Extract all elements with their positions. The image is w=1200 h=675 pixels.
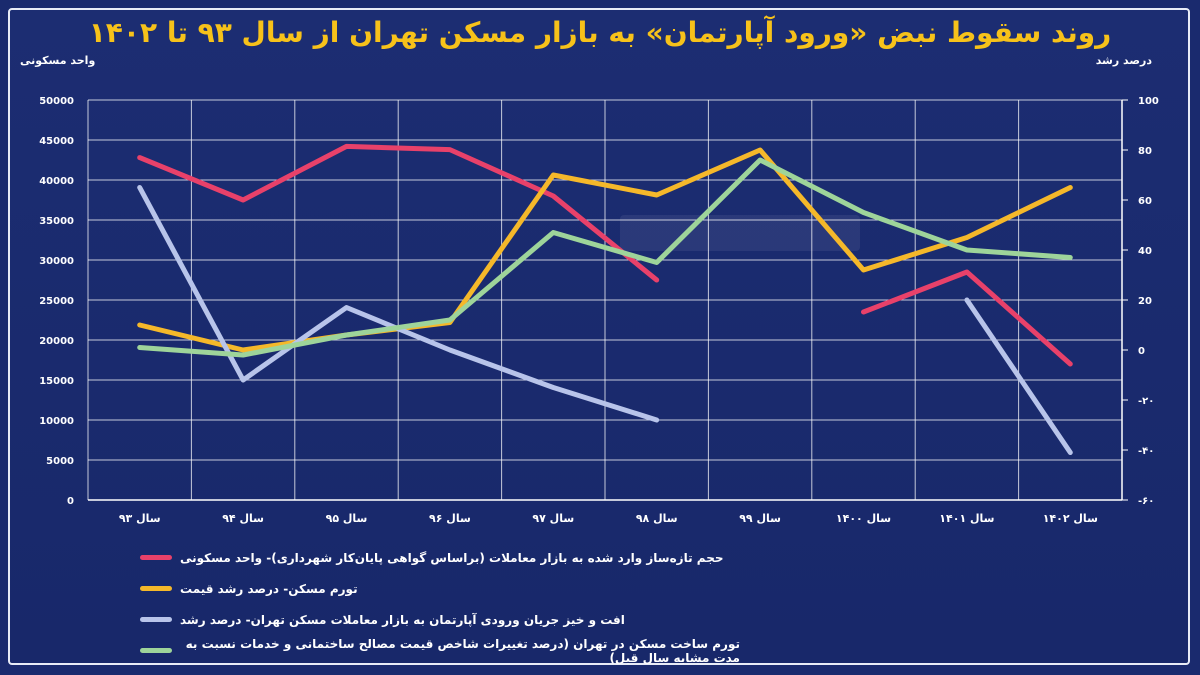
- right-tick-label: 20: [1138, 296, 1152, 307]
- right-tick-label: 80: [1138, 146, 1152, 157]
- x-tick-label: سال ۹۴: [222, 512, 264, 525]
- left-tick-label: 0: [67, 496, 74, 507]
- left-tick-label: 20000: [39, 336, 74, 347]
- left-tick-label: 30000: [39, 256, 74, 267]
- series-lines: [137, 143, 1073, 455]
- series-line-1: [861, 269, 1073, 367]
- right-tick-label: 40: [1138, 246, 1152, 257]
- left-tick-label: 35000: [39, 216, 74, 227]
- right-tick-label: 0: [1138, 346, 1145, 357]
- left-tick-label: 25000: [39, 296, 74, 307]
- legend-item: تورم ساخت مسکن در تهران (درصد تغییرات شا…: [140, 635, 740, 666]
- left-tick-label: 50000: [39, 96, 74, 107]
- right-tick-label: -۶۰: [1138, 496, 1154, 507]
- series-line-3: [964, 297, 1073, 455]
- left-tick-label: 40000: [39, 176, 74, 187]
- legend-swatch: [140, 555, 172, 560]
- x-tick-label: سال ۹۸: [636, 512, 678, 525]
- legend-label: تورم مسکن- درصد رشد قیمت: [180, 581, 358, 596]
- legend-item: حجم تازه‌ساز وارد شده به بازار معاملات (…: [140, 542, 740, 573]
- x-tick-label: سال ۹۵: [326, 512, 368, 525]
- legend-label: افت و خیز جریان ورودی آپارتمان به بازار …: [180, 612, 625, 627]
- x-tick-label: سال ۱۴۰۱: [939, 512, 994, 525]
- right-tick-label: 100: [1138, 96, 1159, 107]
- left-tick-label: 10000: [39, 416, 74, 427]
- x-tick-label: سال ۹۶: [429, 512, 471, 525]
- legend-swatch: [140, 648, 172, 653]
- legend-item: تورم مسکن- درصد رشد قیمت: [140, 573, 740, 604]
- x-tick-label: سال ۹۳: [119, 512, 161, 525]
- right-tick-label: 60: [1138, 196, 1152, 207]
- x-tick-label: سال ۹۷: [532, 512, 574, 525]
- left-tick-label: 15000: [39, 376, 74, 387]
- left-tick-label: 45000: [39, 136, 74, 147]
- legend-swatch: [140, 586, 172, 591]
- tick-labels: 0 5000 10000 15000 20000 25000 30000 35000 40000…: [39, 96, 1159, 525]
- series-line-4: [137, 157, 1073, 358]
- chart-title: روند سقوط نبض «ورود آپارتمان» به بازار م…: [88, 16, 1112, 49]
- right-tick-label: -۲۰: [1138, 396, 1154, 407]
- right-tick-label: -۴۰: [1138, 446, 1154, 457]
- axes: [88, 99, 1128, 501]
- left-tick-label: 5000: [46, 456, 74, 467]
- legend-swatch: [140, 617, 172, 622]
- legend: حجم تازه‌ساز وارد شده به بازار معاملات (…: [140, 542, 740, 666]
- x-tick-label: سال ۱۴۰۲: [1043, 512, 1098, 525]
- right-axis-title: درصد رشد: [1095, 54, 1152, 67]
- series-line-1: [137, 143, 660, 283]
- legend-item: افت و خیز جریان ورودی آپارتمان به بازار …: [140, 604, 740, 635]
- x-tick-label: سال ۹۹: [739, 512, 781, 525]
- left-axis-title: واحد مسکونی: [20, 54, 96, 67]
- legend-label: حجم تازه‌ساز وارد شده به بازار معاملات (…: [180, 550, 724, 565]
- x-tick-label: سال ۱۴۰۰: [836, 512, 891, 525]
- legend-label: تورم ساخت مسکن در تهران (درصد تغییرات شا…: [185, 636, 740, 665]
